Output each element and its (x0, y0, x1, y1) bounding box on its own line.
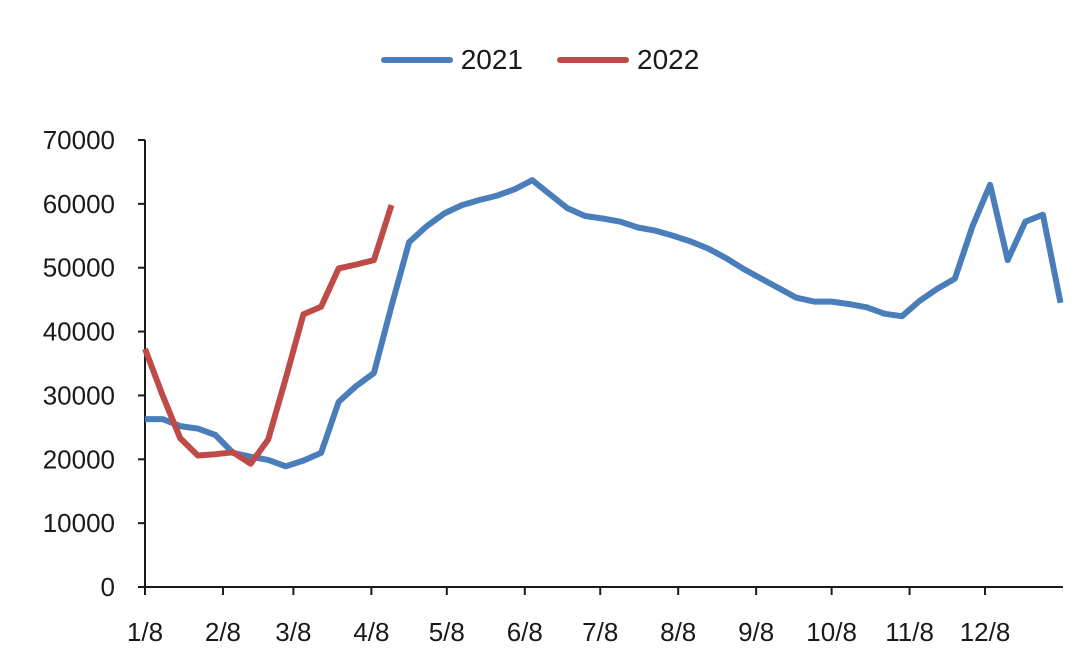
x-tick-label: 6/8 (507, 617, 543, 647)
series-line-2022 (142, 204, 395, 467)
series-line-2021 (145, 177, 1064, 470)
legend-item-2021: 2021 (380, 44, 523, 76)
x-tick-label: 12/8 (960, 617, 1011, 647)
legend-item-2022: 2022 (557, 44, 699, 76)
legend-label-2022: 2022 (637, 44, 700, 75)
y-tick-label: 60000 (43, 189, 115, 219)
x-tick-label: 1/8 (127, 617, 163, 647)
y-tick-label: 10000 (43, 508, 115, 538)
x-tick-label: 9/8 (738, 617, 774, 647)
y-tick-label: 20000 (43, 444, 115, 474)
y-tick-label: 40000 (43, 317, 115, 347)
x-tick-label: 5/8 (429, 617, 465, 647)
y-tick-label: 30000 (43, 380, 115, 410)
x-tick-label: 10/8 (806, 617, 857, 647)
y-tick-label: 70000 (43, 125, 115, 155)
chart-legend: 2021 2022 (0, 44, 1080, 76)
y-tick-label: 50000 (43, 253, 115, 283)
x-tick-label: 7/8 (582, 617, 618, 647)
x-tick-label: 11/8 (885, 617, 934, 647)
x-tick-label: 3/8 (275, 617, 311, 647)
legend-swatch-2021 (380, 57, 453, 63)
legend-swatch-2022 (557, 57, 629, 63)
y-tick-label: 0 (101, 572, 115, 602)
x-tick-label: 2/8 (205, 617, 241, 647)
x-tick-label: 8/8 (660, 617, 696, 647)
x-tick-label: 4/8 (353, 617, 389, 647)
legend-label-2021: 2021 (460, 44, 523, 75)
